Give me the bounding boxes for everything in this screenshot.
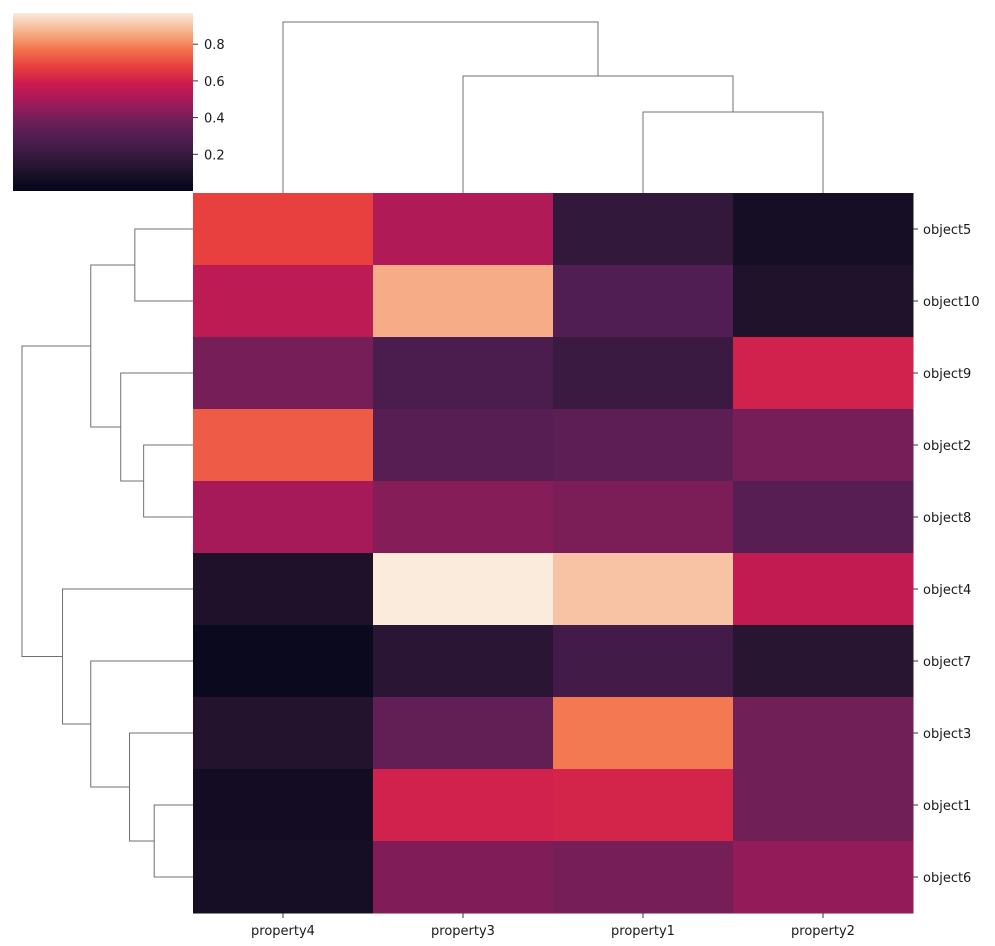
- heatmap-cell-object3-property3: [373, 697, 554, 770]
- colorbar-tick-label: 0.4: [204, 112, 225, 127]
- heatmap-cell-object1-property2: [733, 769, 914, 842]
- row-dendrogram-link: [120, 372, 193, 482]
- heatmap-cell-object3-property1: [553, 697, 734, 770]
- heatmap-cell-object1-property1: [553, 769, 734, 842]
- row-label-object5: object5: [923, 223, 971, 238]
- heatmap-cell-object8-property4: [193, 481, 374, 554]
- row-dendrogram-link: [21, 345, 91, 657]
- column-dendrogram-link: [462, 75, 734, 193]
- column-dendrogram: [282, 21, 824, 193]
- column-labels: property4 property3 property1 property2: [251, 913, 855, 939]
- heatmap-cell-object2-property2: [733, 409, 914, 482]
- heatmap-cell-object7-property2: [733, 625, 914, 698]
- colorbar-gradient: [13, 13, 193, 191]
- row-label-object2: object2: [923, 439, 971, 454]
- heatmap-cell-object7-property3: [373, 625, 554, 698]
- heatmap-cell-object7-property4: [193, 625, 374, 698]
- row-label-object8: object8: [923, 511, 971, 526]
- heatmap-cell-object10-property4: [193, 265, 374, 338]
- row-label-object7: object7: [923, 655, 971, 670]
- colorbar-tick-label: 0.6: [204, 75, 225, 90]
- heatmap-cell-object6-property2: [733, 841, 914, 914]
- heatmap-cell-object9-property2: [733, 337, 914, 410]
- heatmap-cell-object5-property3: [373, 193, 554, 266]
- heatmap-cell-object5-property2: [733, 193, 914, 266]
- heatmap-cell-object10-property3: [373, 265, 554, 338]
- heatmap-cell-object7-property1: [553, 625, 734, 698]
- heatmap-cell-object1-property3: [373, 769, 554, 842]
- column-label-property4: property4: [251, 924, 315, 939]
- heatmap-cell-object8-property1: [553, 481, 734, 554]
- row-dendrogram-link: [134, 228, 193, 302]
- heatmap-cell-object4-property2: [733, 553, 914, 626]
- colorbar-ticks: 0.2 0.4 0.6 0.8: [193, 38, 225, 163]
- heatmap-cell-object3-property4: [193, 697, 374, 770]
- heatmap-cell-object4-property1: [553, 553, 734, 626]
- colorbar-tick-label: 0.8: [204, 38, 225, 53]
- column-label-property3: property3: [431, 924, 495, 939]
- row-dendrogram-link: [143, 444, 193, 518]
- heatmap-cell-object9-property3: [373, 337, 554, 410]
- heatmap-cell-object2-property3: [373, 409, 554, 482]
- row-label-object6: object6: [923, 871, 971, 886]
- heatmap-cell-object8-property2: [733, 481, 914, 554]
- heatmap-cells: [193, 193, 914, 914]
- heatmap-cell-object10-property2: [733, 265, 914, 338]
- row-dendrogram-link: [90, 660, 193, 788]
- heatmap-cell-object4-property3: [373, 553, 554, 626]
- heatmap-cell-object10-property1: [553, 265, 734, 338]
- row-dendrogram-link: [153, 804, 193, 878]
- heatmap-cell-object4-property4: [193, 553, 374, 626]
- row-labels: object5 object10 object9 object2 object8 obje…: [913, 223, 980, 886]
- heatmap-cell-object6-property1: [553, 841, 734, 914]
- heatmap-cell-object6-property3: [373, 841, 554, 914]
- row-label-object4: object4: [923, 583, 971, 598]
- heatmap-cell-object2-property4: [193, 409, 374, 482]
- heatmap-cell-object6-property4: [193, 841, 374, 914]
- column-dendrogram-link: [642, 111, 824, 193]
- heatmap-cell-object5-property1: [553, 193, 734, 266]
- column-label-property1: property1: [611, 924, 675, 939]
- heatmap-cell-object5-property4: [193, 193, 374, 266]
- heatmap-cell-object9-property1: [553, 337, 734, 410]
- row-dendrogram: [21, 228, 193, 878]
- colorbar-tick-label: 0.2: [204, 148, 225, 163]
- row-dendrogram-link: [129, 732, 193, 842]
- row-dendrogram-link: [90, 264, 135, 428]
- row-label-object1: object1: [923, 799, 971, 814]
- row-label-object9: object9: [923, 367, 971, 382]
- row-label-object3: object3: [923, 727, 971, 742]
- row-label-object10: object10: [923, 295, 980, 310]
- column-dendrogram-link: [282, 21, 599, 193]
- row-dendrogram-link: [62, 588, 193, 725]
- colorbar: 0.2 0.4 0.6 0.8: [13, 13, 225, 191]
- heatmap-cell-object3-property2: [733, 697, 914, 770]
- column-label-property2: property2: [791, 924, 855, 939]
- heatmap-cell-object8-property3: [373, 481, 554, 554]
- heatmap-cell-object1-property4: [193, 769, 374, 842]
- heatmap-cell-object2-property1: [553, 409, 734, 482]
- heatmap-cell-object9-property4: [193, 337, 374, 410]
